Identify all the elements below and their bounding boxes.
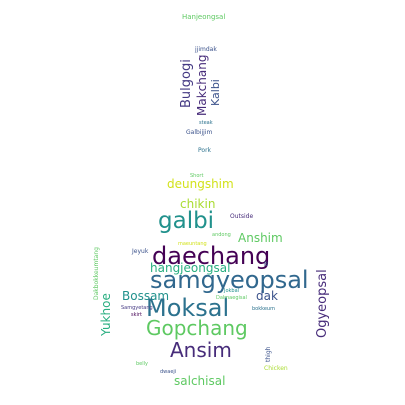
word: Pork <box>198 147 212 154</box>
word: dwaeji <box>160 369 177 375</box>
word: chikin <box>180 197 216 211</box>
word: dak <box>256 289 278 303</box>
word: deungshim <box>167 177 234 191</box>
word: Anshim <box>238 231 283 245</box>
word: Samgyetang <box>121 305 153 311</box>
word: Ogyeopsal <box>315 269 330 338</box>
word: belly <box>136 361 148 367</box>
word: Hanjeongsal <box>182 13 226 21</box>
word: andong <box>212 232 231 238</box>
word: steak <box>199 120 213 126</box>
word: Chicken <box>264 365 288 372</box>
word: Jeyuk <box>132 248 149 255</box>
word: Kalbi <box>209 79 222 106</box>
word: Dalmaegisal <box>216 295 247 301</box>
word: daechang <box>152 242 271 270</box>
word: Ansim <box>170 338 232 362</box>
word: Outside <box>230 213 254 220</box>
word: Jokbal <box>224 288 240 294</box>
word: hangjeongsal <box>150 261 231 275</box>
word: Moksal <box>146 294 230 322</box>
word: Short <box>190 173 204 179</box>
word: Bulgogi <box>179 59 194 108</box>
word: Makchang <box>195 54 209 116</box>
word: salchisal <box>174 374 226 388</box>
word: Gopchang <box>146 316 248 340</box>
word: maeuntang <box>178 241 207 247</box>
word: samgyeopsal <box>150 266 309 294</box>
word: skirt <box>131 312 142 318</box>
word: thigh <box>265 346 272 362</box>
word: Yukhoe <box>99 293 113 336</box>
word: B <box>264 261 269 268</box>
word: Galbijjim <box>186 129 213 136</box>
word: Bossam <box>122 289 170 303</box>
word: bokkeum <box>252 306 275 312</box>
word: galbi <box>158 208 215 234</box>
word: jjimdak <box>195 46 217 53</box>
